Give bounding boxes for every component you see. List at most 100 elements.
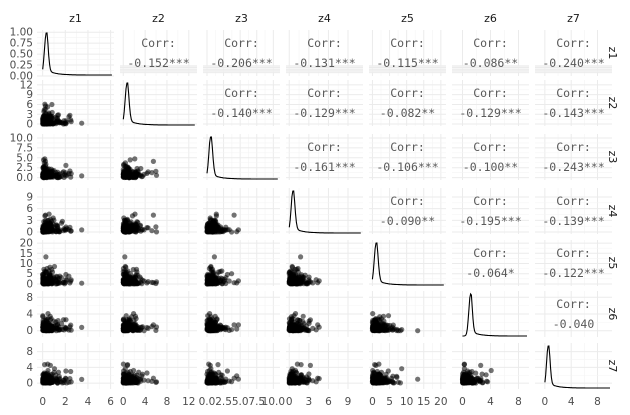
- scatter-point: [150, 158, 156, 164]
- x-tick-label: 5.0: [232, 396, 249, 408]
- scatter-point: [289, 264, 296, 270]
- scatter-point: [43, 269, 49, 275]
- y-tick-label: 0: [26, 325, 33, 337]
- scatter-point: [372, 362, 378, 368]
- scatter-point: [125, 276, 131, 282]
- scatter-point: [468, 374, 474, 380]
- scatter-z5-vs-z3: [204, 254, 241, 287]
- scatter-z6-vs-z3: [204, 311, 241, 334]
- scatter-point: [288, 375, 294, 381]
- corr-label: Corr:: [390, 194, 425, 208]
- scatter-point: [47, 264, 53, 270]
- scatter-point: [415, 328, 421, 334]
- scatter-point: [122, 254, 128, 260]
- scatter-point: [391, 380, 397, 386]
- scatter-point: [54, 223, 61, 229]
- scatter-point: [121, 322, 127, 328]
- scatter-point: [479, 371, 485, 377]
- corr-value: -0.139***: [542, 214, 604, 228]
- scatter-point: [128, 219, 134, 225]
- scatter-point: [44, 380, 51, 386]
- scatter-point: [79, 280, 85, 286]
- scatter-point: [53, 281, 59, 287]
- scatter-point: [51, 366, 58, 372]
- scatter-point: [229, 229, 235, 235]
- scatter-point: [53, 228, 59, 234]
- scatter-point: [68, 368, 74, 375]
- scatter-point: [292, 311, 299, 317]
- scatter-z3-vs-z1: [40, 156, 85, 181]
- corr-label: Corr:: [473, 194, 508, 208]
- corr-label: Corr:: [473, 36, 508, 50]
- scatter-point: [385, 368, 391, 374]
- corr-label: Corr:: [473, 140, 508, 154]
- scatter-point: [390, 327, 396, 333]
- column-label-z1: z1: [69, 12, 82, 25]
- scatter-point: [370, 367, 376, 374]
- scatter-point: [207, 215, 213, 221]
- scatter-point: [303, 323, 309, 329]
- scatter-point: [45, 367, 51, 374]
- scatter-point: [315, 280, 321, 286]
- x-tick-label: 4: [487, 396, 494, 408]
- corr-label: Corr:: [307, 36, 342, 50]
- scatter-point: [291, 269, 297, 275]
- scatter-z4-vs-z1: [40, 211, 85, 235]
- scatter-point: [137, 327, 144, 333]
- corr-value: -0.064*: [466, 266, 514, 280]
- corr-label: Corr:: [224, 86, 259, 100]
- scatter-point: [79, 376, 85, 382]
- scatter-point: [63, 317, 69, 323]
- column-label-z3: z3: [235, 12, 248, 25]
- scatter-point: [66, 273, 72, 279]
- scatter-point: [137, 222, 144, 228]
- corr-label: Corr:: [556, 140, 591, 154]
- x-tick-label: 6: [325, 396, 332, 408]
- scatter-point: [124, 319, 130, 325]
- scatter-point: [61, 379, 67, 386]
- scatter-point: [310, 280, 316, 286]
- scatter-point: [484, 378, 490, 384]
- scatter-point: [132, 156, 138, 162]
- scatter-point: [370, 311, 376, 317]
- scatter-point: [461, 375, 467, 381]
- scatter-point: [213, 323, 219, 329]
- scatter-point: [298, 362, 304, 368]
- scatter-point: [235, 376, 241, 382]
- y-tick-label: 1.00: [10, 27, 33, 39]
- x-tick-label: 8: [164, 396, 171, 408]
- scatter-point: [121, 380, 127, 386]
- x-tick-label: 0: [459, 396, 466, 408]
- x-tick-label: 2: [62, 396, 69, 408]
- x-tick-label: 0: [39, 396, 46, 408]
- corr-label: Corr:: [224, 36, 259, 50]
- scatter-point: [153, 229, 160, 235]
- scatter-point: [124, 164, 130, 170]
- scatter-point: [45, 311, 51, 317]
- scatter-point: [79, 120, 85, 126]
- scatter-z6-vs-z1: [40, 311, 85, 334]
- scatter-point: [42, 103, 49, 109]
- scatter-point: [235, 227, 241, 233]
- corr-value: -0.131***: [293, 56, 355, 70]
- corr-value: -0.106***: [376, 160, 438, 174]
- scatter-point: [219, 372, 225, 378]
- scatter-point: [44, 118, 51, 124]
- y-tick-label: 8: [26, 292, 33, 304]
- corr-label: Corr:: [141, 36, 176, 50]
- scatter-point: [215, 362, 221, 368]
- scatter-point: [43, 111, 49, 117]
- corr-label: Corr:: [390, 86, 425, 100]
- scatter-point: [226, 278, 232, 284]
- scatter-point: [122, 366, 128, 372]
- scatter-point: [295, 265, 301, 272]
- x-tick-label: 3: [305, 396, 312, 408]
- scatter-point: [67, 376, 73, 382]
- x-tick-label: 4: [568, 396, 575, 408]
- scatter-point: [229, 327, 235, 333]
- row-label-z7: z7: [606, 360, 619, 373]
- scatter-point: [153, 379, 159, 385]
- panel-z2-z2: [120, 80, 197, 126]
- scatter-point: [387, 379, 393, 385]
- x-tick-label: 0: [369, 396, 376, 408]
